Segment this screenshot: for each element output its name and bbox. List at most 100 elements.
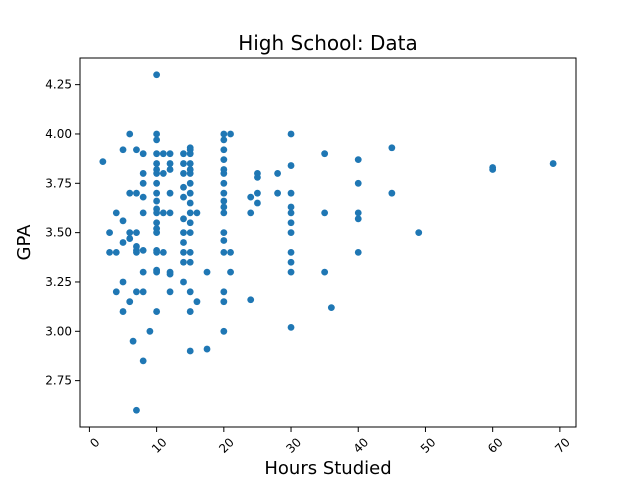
data-point [153,197,161,205]
data-point [287,209,295,217]
data-point [180,215,187,223]
data-point [159,170,167,177]
data-point [126,235,134,242]
data-point [159,150,167,158]
data-point [327,304,335,312]
data-point [119,308,127,315]
data-point [220,130,228,138]
data-point [186,248,194,256]
data-point [126,189,134,197]
data-point [186,219,194,227]
data-point [153,189,161,197]
data-point [287,162,295,169]
data-point [119,239,127,246]
data-point [186,170,194,177]
data-point [321,268,329,276]
data-point [133,146,140,154]
data-point [139,193,147,201]
data-point [220,288,228,296]
data-point [153,71,161,79]
data-point [220,197,228,205]
data-point [186,347,194,355]
data-point [139,150,147,158]
data-point [186,189,194,197]
data-point [287,219,295,227]
data-point [220,298,228,306]
y-tick-label: 3.50 [45,226,72,240]
data-point [186,209,194,217]
data-point [203,268,211,276]
data-point [287,323,295,331]
data-point [186,308,194,315]
data-point [354,156,362,164]
data-point [489,166,497,173]
data-point [139,209,147,217]
data-point [139,179,147,187]
data-point [112,288,120,296]
y-axis-ticks: 2.75 3.00 3.25 3.50 3.75 4.00 4.25 [45,78,80,388]
data-point [186,150,194,158]
data-point [220,229,228,237]
data-point [126,229,134,237]
data-point [153,219,161,227]
data-point [180,248,187,256]
data-point [186,258,194,266]
plot-area-frame [79,57,577,428]
y-axis-label: GPA [14,224,35,261]
data-point [220,237,228,244]
data-point [186,199,194,207]
data-point [159,248,167,256]
data-point [186,179,194,187]
data-point [203,345,211,353]
data-point [166,189,174,197]
data-point [112,248,120,256]
data-point [119,278,127,286]
data-point [287,258,295,266]
data-point [388,144,396,152]
data-point [321,209,329,217]
data-point [227,268,234,276]
data-point [254,173,261,181]
data-point [166,160,174,167]
x-axis-label: Hours Studied [264,458,391,479]
data-point [186,160,194,167]
data-point [354,215,362,223]
data-point [287,189,295,197]
data-point [166,288,174,296]
data-point [287,268,295,276]
data-point [354,209,362,217]
data-point [133,406,140,414]
data-point [220,179,228,187]
data-points [99,71,557,414]
data-point [247,296,255,304]
data-point [126,130,134,138]
data-point [119,146,127,154]
data-point [354,248,362,256]
data-point [247,209,255,217]
data-point [287,229,295,237]
data-point [220,248,228,256]
data-point [126,298,134,306]
data-point [166,166,174,173]
data-point [220,136,228,144]
data-point [549,160,557,167]
data-point [106,248,113,256]
data-point [193,209,201,217]
data-point [133,229,140,237]
y-tick-label: 2.75 [45,374,72,388]
data-point [99,158,107,165]
data-point [220,203,228,211]
data-point [153,150,161,158]
data-point [166,150,174,158]
data-point [220,146,228,154]
data-point [227,248,234,256]
data-point [220,209,228,217]
data-point [388,189,396,197]
data-point [153,170,161,177]
data-point [227,130,234,138]
data-point [220,156,228,164]
data-point [180,183,187,191]
data-point [119,217,127,225]
